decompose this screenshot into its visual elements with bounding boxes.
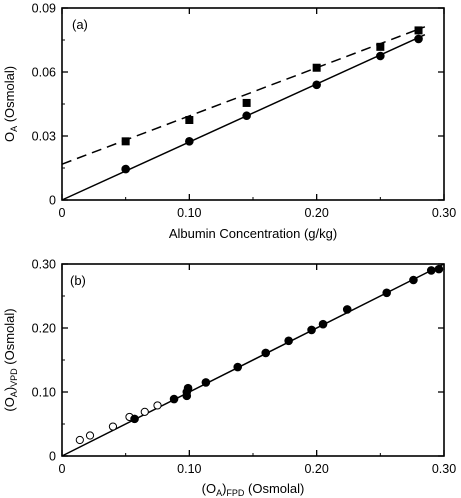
y-tick-label-a-3: 0.09 [32, 2, 56, 16]
y-axis-title-b-rest: ) [2, 387, 17, 391]
data-point-b-s0-1 [85, 431, 95, 440]
data-point-b-s1-12 [382, 288, 392, 298]
data-point-a-s0-4 [376, 42, 385, 51]
y-axis-title-b-sub: A [9, 391, 19, 397]
x-tick-label-b-0: 0 [59, 462, 66, 476]
axis-ticks-a: 0 0.10 0.20 0.30 0 0.03 0.06 0.09 [32, 2, 457, 221]
data-point-b-s1-4 [183, 383, 193, 393]
x-tick-label-a-3: 0.30 [432, 206, 456, 220]
data-point-a-s1-4 [376, 51, 385, 61]
plot-frame-a [61, 7, 445, 201]
y-axis-title-b-tail: (Osmolal) [2, 308, 17, 368]
y-axis-title-b-main: (O [2, 397, 17, 411]
data-point-a-s1-0 [121, 164, 130, 174]
data-point-b-s1-5 [201, 378, 211, 387]
data-point-b-s1-14 [426, 266, 436, 275]
x-tick-label-b-2: 0.20 [304, 462, 328, 476]
y-tick-label-a-1: 0.03 [32, 130, 56, 144]
y-axis-title-a-sub: A [9, 126, 19, 132]
solid-fit-line-b-0 [61, 263, 445, 457]
data-point-b-s0-5 [153, 401, 162, 410]
x-tick-label-b-3: 0.30 [432, 462, 456, 476]
data-point-b-s1-8 [284, 336, 293, 346]
data-point-b-s1-15 [434, 264, 444, 274]
y-axis-title-b: (OA)VPD (Osmolal) [2, 308, 19, 411]
data-point-a-s0-2 [242, 98, 251, 107]
data-point-a-s0-1 [185, 116, 194, 124]
data-point-b-s0-2 [108, 422, 118, 431]
data-point-a-s1-1 [185, 137, 194, 146]
y-tick-label-b-2: 0.20 [32, 322, 56, 336]
x-tick-label-a-1: 0.10 [177, 206, 201, 220]
y-axis-title-a: OA (Osmolal) [2, 66, 19, 142]
data-point-b-s1-1 [169, 394, 179, 404]
data-points-b [75, 264, 444, 445]
y-tick-label-a-0: 0 [49, 194, 56, 208]
x-axis-title-b-main: (O [202, 481, 216, 496]
y-axis-title-b-sub2: VPD [9, 368, 19, 387]
data-point-a-s1-5 [414, 34, 423, 44]
y-axis-title-a-main: O [2, 132, 17, 142]
y-tick-label-b-0: 0 [49, 450, 56, 464]
axis-ticks-b: 0 0.10 0.20 0.30 0 0.10 0.20 0.30 [32, 258, 457, 477]
data-point-a-s0-5 [414, 26, 423, 35]
data-point-b-s1-6 [233, 362, 243, 372]
y-tick-label-b-3: 0.30 [32, 258, 56, 272]
x-axis-title-a: Albumin Concentration (g/kg) [169, 226, 337, 241]
x-axis-title-b: (OA)FPD (Osmolal) [202, 481, 305, 498]
x-axis-title-b-sub: A [216, 488, 222, 498]
data-points-a [121, 26, 423, 174]
data-point-b-s1-13 [409, 275, 418, 285]
x-axis-title-b-rest: ) [222, 481, 226, 496]
data-point-b-s1-10 [318, 319, 328, 329]
data-point-b-s1-0 [130, 414, 139, 424]
x-axis-title-b-tail: (Osmolal) [244, 481, 304, 496]
chart-panel-a: (a) 0 0.10 0.20 0.30 0 0.03 0.06 0.09 Albumin C… [2, 2, 456, 242]
panel-label-a: (a) [72, 17, 88, 32]
data-point-a-s1-2 [242, 111, 251, 121]
y-axis-title-a-rest: (Osmolal) [2, 66, 17, 126]
x-tick-label-a-2: 0.20 [304, 206, 328, 220]
data-point-b-s1-9 [307, 325, 316, 335]
fit-lines-b [61, 263, 445, 457]
data-point-b-s0-0 [75, 435, 84, 445]
data-point-a-s0-0 [121, 137, 130, 146]
data-point-b-s0-4 [140, 407, 149, 416]
panel-label-b: (b) [70, 273, 86, 288]
data-point-a-s1-3 [312, 80, 321, 90]
y-tick-label-b-1: 0.10 [32, 386, 56, 400]
data-point-a-s0-3 [312, 63, 321, 72]
data-point-b-s1-11 [342, 305, 352, 314]
y-tick-label-a-2: 0.06 [32, 66, 56, 80]
x-tick-label-b-1: 0.10 [177, 462, 201, 476]
data-point-b-s1-7 [261, 348, 271, 358]
x-tick-label-a-0: 0 [59, 206, 66, 220]
dashed-fit-line-a-0 [61, 26, 426, 165]
x-axis-title-b-sub2: FPD [226, 488, 245, 498]
